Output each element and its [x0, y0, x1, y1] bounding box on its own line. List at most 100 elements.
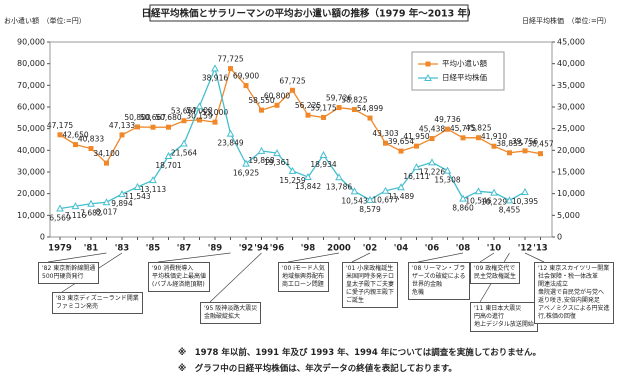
- annotation-line: '95 阪神淡路大震災: [204, 305, 258, 312]
- value-label: 39,654: [388, 137, 414, 146]
- chart-title: 日経平均株価とサラリーマンの平均お小遣い額の推移（1979 年～2013 年）: [142, 8, 477, 20]
- point: [383, 140, 388, 146]
- value-label: 13,786: [326, 182, 352, 191]
- point: [397, 183, 405, 191]
- value-label: 41,910: [481, 132, 507, 141]
- value-label: 10,546: [465, 196, 491, 205]
- value-label: 45,825: [465, 124, 491, 133]
- point: [398, 148, 404, 154]
- point: [350, 187, 359, 195]
- value-label: 10,543: [341, 196, 367, 205]
- point: [474, 187, 483, 195]
- x-tick-label: '02: [363, 244, 378, 254]
- point: [243, 83, 249, 89]
- point: [166, 124, 171, 130]
- value-label: 10,229: [481, 198, 507, 207]
- point: [319, 150, 328, 158]
- point: [197, 117, 202, 123]
- annotation-line: '08 リーマン・ブラ: [412, 265, 466, 272]
- leader-line: [479, 252, 495, 263]
- point: [149, 176, 157, 184]
- point: [274, 102, 280, 108]
- annotation: '00 iモード人気 地域振興券配布 商工ローン問題: [278, 262, 329, 292]
- point: [102, 198, 111, 206]
- point: [212, 119, 218, 125]
- legend-label: 平均小遣い額: [442, 58, 487, 68]
- annotation: '09 政権交代で 民主党政権誕生: [470, 262, 521, 284]
- y2-tick-label: 10,000: [557, 189, 585, 198]
- value-label: 18,701: [155, 161, 181, 170]
- point: [180, 139, 188, 147]
- x-tick-label: '08: [456, 244, 471, 254]
- value-label: 40,833: [78, 135, 104, 144]
- point: [476, 135, 481, 141]
- point: [336, 105, 342, 111]
- annotation-line: '90 消費税導入: [152, 265, 194, 272]
- value-label: 18,934: [310, 160, 336, 169]
- footnote: ※ 1978 年以前、1991 年及び 1993 年、1994 年については調査…: [178, 348, 542, 358]
- point: [412, 163, 421, 171]
- point: [429, 136, 435, 142]
- series-line: [59, 67, 541, 165]
- value-label: 55,175: [310, 103, 336, 112]
- value-label: 54,000: [186, 106, 212, 115]
- point: [71, 202, 80, 210]
- value-label: 43,303: [372, 129, 398, 138]
- value-label: 77,725: [217, 55, 243, 64]
- legend-marker: [424, 73, 432, 81]
- y2-tick-label: 40,000: [557, 59, 585, 68]
- point: [135, 124, 140, 130]
- value-label: 45,438: [419, 125, 445, 134]
- point: [522, 148, 528, 154]
- value-label: 9,894: [111, 199, 133, 208]
- point: [352, 107, 357, 113]
- annotation-line: '83 東京ディズニーランド開業: [56, 295, 139, 302]
- value-label: 8,455: [499, 205, 521, 214]
- y-tick-label: 30,000: [17, 168, 45, 177]
- annotation-line: 関連法成立: [538, 281, 569, 288]
- y-tick-label: 50,000: [17, 124, 45, 133]
- value-label: 13,842: [295, 182, 321, 191]
- point: [304, 172, 312, 181]
- value-label: 38,457: [527, 140, 553, 149]
- y-axis-label: お小遣い額 （単位:=円）: [4, 16, 86, 25]
- value-label: 15,308: [434, 176, 460, 185]
- point: [57, 132, 63, 138]
- point: [460, 135, 466, 141]
- point: [118, 190, 126, 198]
- point: [428, 158, 436, 166]
- point: [367, 115, 373, 121]
- leader-line: [47, 252, 107, 263]
- annotation-line: ザーズの破綻による: [412, 273, 466, 280]
- annotation-line: ご誕生: [346, 297, 365, 304]
- value-label: 60,800: [264, 91, 290, 100]
- point: [443, 166, 452, 174]
- y2-axis-label: 日経平均株価 （単位:=円）: [522, 16, 611, 25]
- legend-box: [411, 51, 505, 91]
- x-tick-label: '12: [518, 244, 533, 254]
- x-tick-label: 1979: [48, 244, 72, 254]
- value-label: 7,116: [65, 211, 87, 220]
- point: [195, 102, 204, 110]
- annotation-line: 衆院選で自民党が与党へ: [538, 289, 605, 296]
- x-tick-label: '81: [84, 244, 99, 254]
- value-label: 53,000: [202, 108, 228, 117]
- point: [321, 114, 326, 120]
- annotation-line: '11 東日本大震災: [474, 305, 522, 312]
- x-tick-label: '87: [177, 244, 192, 254]
- y-tick-label: 60,000: [17, 103, 45, 112]
- point: [290, 87, 295, 93]
- annotation: '01 小泉政権誕生 米国同時多発テロ 皇太子殿下ご夫妻 に愛子内親王殿下 ご誕生: [342, 262, 399, 308]
- point: [490, 188, 498, 196]
- annotation-line: 皇太子殿下ご夫妻: [346, 281, 395, 288]
- annotation-line: '82 東京新幹線開通: [42, 265, 96, 272]
- value-label: 38,855: [496, 139, 522, 148]
- point: [305, 112, 311, 118]
- point: [538, 151, 543, 157]
- annotation-line: 返り咲き,安倍内閣発足: [538, 297, 600, 304]
- point: [119, 132, 125, 138]
- point: [257, 146, 266, 154]
- y2-tick-label: 45,000: [557, 38, 585, 47]
